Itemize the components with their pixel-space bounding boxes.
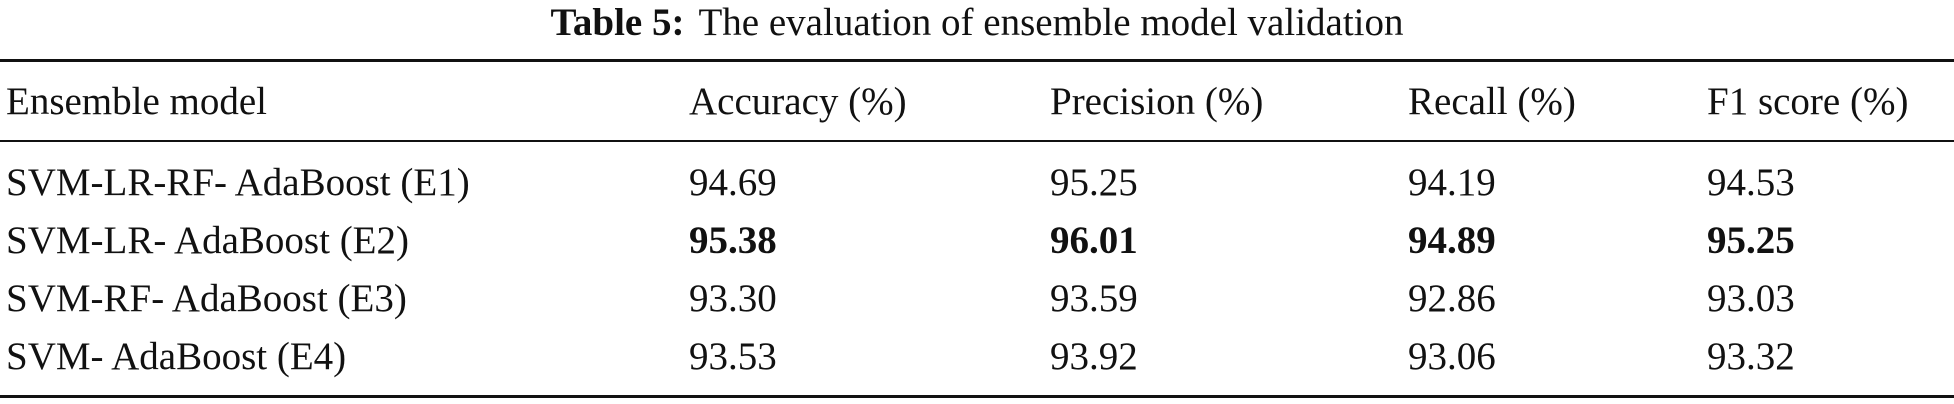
value-cell: 93.03: [1707, 277, 1795, 320]
value-cell: 93.06: [1408, 335, 1496, 378]
value-cell: 94.89: [1408, 219, 1496, 262]
caption-label: Table 5:: [550, 1, 685, 44]
value-cell: 94.19: [1408, 161, 1496, 204]
table-caption: Table 5: The evaluation of ensemble model…: [0, 0, 1954, 46]
row-label: SVM-LR- AdaBoost (E2): [6, 219, 409, 262]
header-cell: Accuracy (%): [689, 80, 907, 123]
value-cell: 94.69: [689, 161, 777, 204]
header-cell: Precision (%): [1050, 80, 1264, 123]
row-label: SVM-LR-RF- AdaBoost (E1): [6, 161, 470, 204]
value-cell: 92.86: [1408, 277, 1496, 320]
header-rule: [0, 140, 1954, 142]
top-rule: [0, 59, 1954, 62]
value-cell: 93.53: [689, 335, 777, 378]
header-cell: Recall (%): [1408, 80, 1576, 123]
value-cell: 95.25: [1707, 219, 1795, 262]
value-cell: 95.25: [1050, 161, 1138, 204]
value-cell: 93.32: [1707, 335, 1795, 378]
value-cell: 95.38: [689, 219, 777, 262]
header-cell: Ensemble model: [6, 80, 268, 123]
row-label: SVM- AdaBoost (E4): [6, 335, 347, 378]
row-label: SVM-RF- AdaBoost (E3): [6, 277, 407, 320]
value-cell: 93.59: [1050, 277, 1138, 320]
value-cell: 96.01: [1050, 219, 1138, 262]
value-cell: 93.92: [1050, 335, 1138, 378]
bottom-rule: [0, 395, 1954, 398]
caption-text: The evaluation of ensemble model validat…: [698, 1, 1404, 44]
value-cell: 94.53: [1707, 161, 1795, 204]
value-cell: 93.30: [689, 277, 777, 320]
header-cell: F1 score (%): [1707, 80, 1909, 123]
